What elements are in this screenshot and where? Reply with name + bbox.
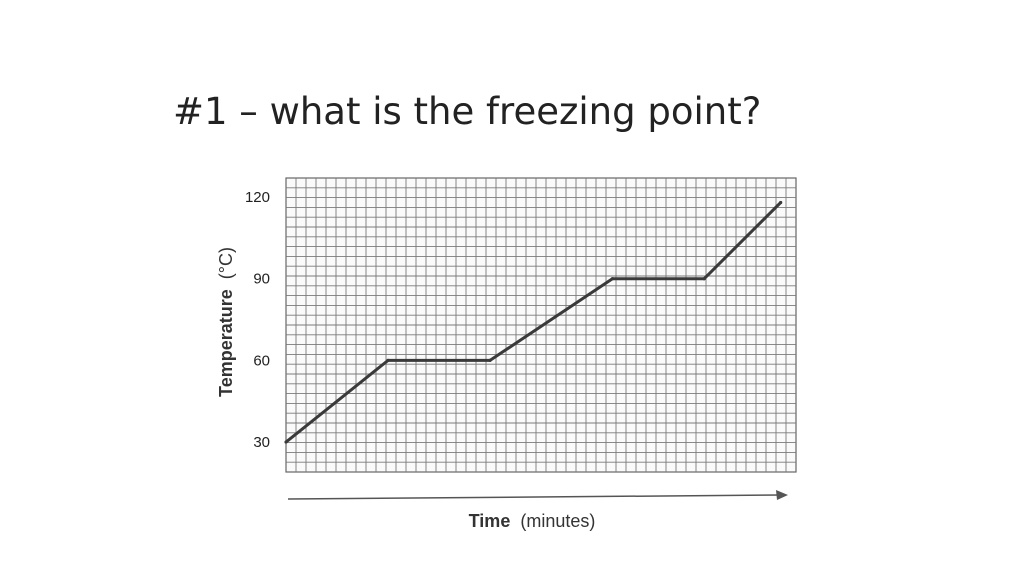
y-tick-labels: 30 60 90 120 bbox=[245, 189, 270, 451]
series-points bbox=[284, 200, 783, 444]
y-tick-label: 120 bbox=[245, 189, 270, 206]
x-axis-label: Time (minutes) bbox=[469, 511, 596, 531]
slide-title: #1 – what is the freezing point? bbox=[173, 90, 762, 133]
series-point bbox=[779, 200, 783, 205]
series-point bbox=[284, 440, 288, 444]
y-tick-label: 90 bbox=[253, 271, 270, 288]
series-point bbox=[610, 277, 615, 281]
y-axis-label-unit: (°C) bbox=[216, 247, 236, 279]
y-tick-label: 60 bbox=[253, 352, 270, 369]
series-point bbox=[386, 358, 390, 362]
series-line bbox=[285, 201, 782, 444]
x-axis-arrow-line bbox=[287, 494, 783, 500]
x-axis-arrow-head bbox=[776, 490, 788, 500]
series-point bbox=[702, 277, 706, 281]
x-axis-label-bold: Time bbox=[469, 511, 511, 531]
x-axis-label-unit: (minutes) bbox=[520, 511, 595, 531]
y-tick-label: 30 bbox=[253, 434, 270, 451]
y-axis-label: Temperature (°C) bbox=[216, 247, 236, 397]
y-axis-label-bold: Temperature bbox=[216, 289, 236, 397]
series-point bbox=[488, 358, 492, 362]
